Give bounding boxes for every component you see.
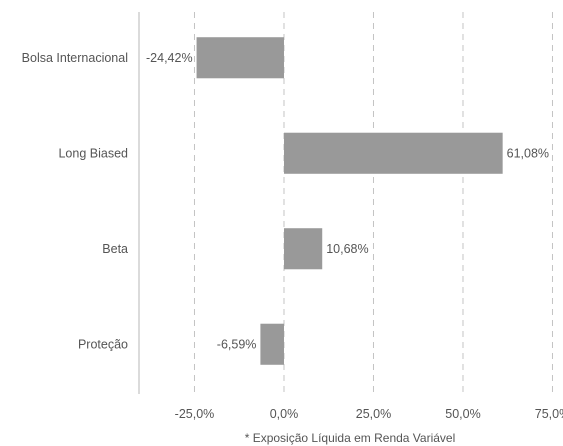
category-label: Bolsa Internacional bbox=[22, 51, 128, 65]
data-label: -6,59% bbox=[217, 337, 257, 351]
bar bbox=[283, 228, 323, 270]
x-tick-label: -25,0% bbox=[175, 407, 215, 421]
data-label: -24,42% bbox=[146, 51, 193, 65]
data-label: 10,68% bbox=[326, 242, 368, 256]
data-labels: -24,42% 61,08% 10,68% -6,59% bbox=[146, 51, 549, 352]
x-tick-label: 50,0% bbox=[445, 407, 480, 421]
category-label: Long Biased bbox=[58, 146, 128, 160]
bars bbox=[196, 37, 503, 365]
bar bbox=[196, 37, 284, 79]
x-tick-label: 0,0% bbox=[270, 407, 299, 421]
category-labels: Bolsa Internacional Long Biased Beta Proteç… bbox=[22, 51, 128, 352]
bar bbox=[283, 132, 503, 174]
category-label: Proteção bbox=[78, 337, 128, 351]
x-tick-labels: -25,0% 0,0% 25,0% 50,0% 75,0% bbox=[175, 407, 563, 421]
category-label: Beta bbox=[102, 242, 128, 256]
gridlines bbox=[193, 12, 553, 394]
x-tick-label: 75,0% bbox=[535, 407, 563, 421]
x-tick-label: 25,0% bbox=[356, 407, 391, 421]
data-label: 61,08% bbox=[507, 146, 549, 160]
bar bbox=[260, 323, 284, 365]
x-axis-label: * Exposição Líquida em Renda Variável bbox=[245, 431, 456, 445]
